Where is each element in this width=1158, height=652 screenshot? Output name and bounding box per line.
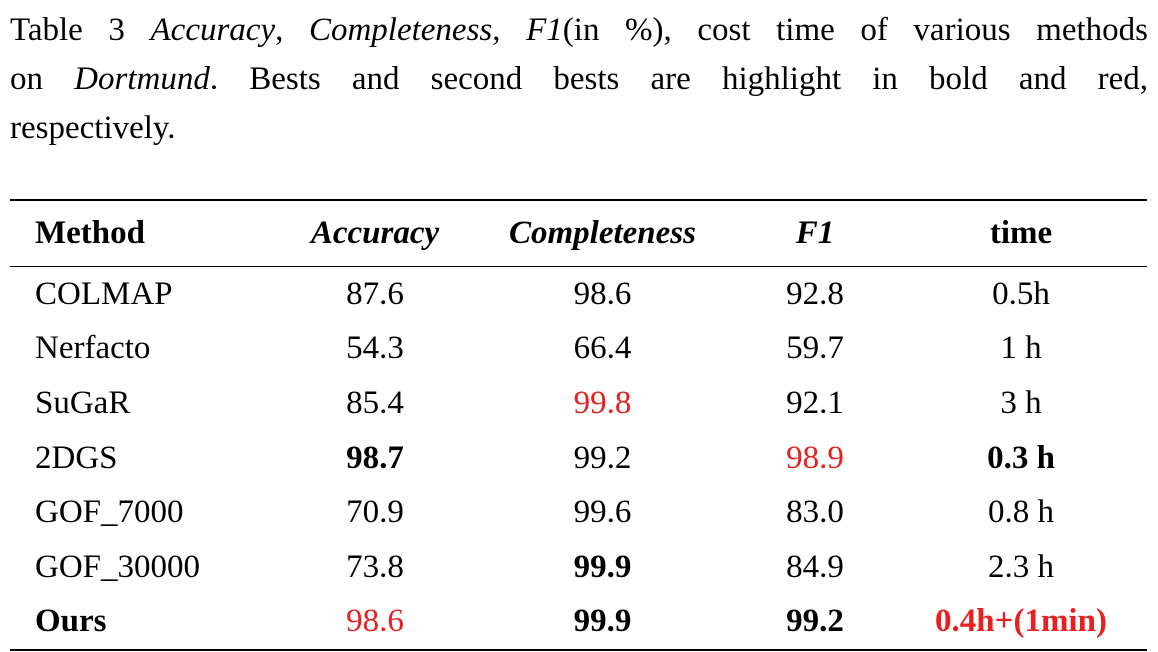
results-table: Method Accuracy Completeness F1 time COL… [10, 199, 1147, 651]
cell-time: 0.4h+(1min) [935, 603, 1107, 640]
cell-completeness: 66.4 [573, 330, 632, 367]
cell-completeness: 99.9 [573, 603, 632, 640]
header-accuracy: Accuracy [310, 215, 440, 251]
caption-metric-completeness: Completeness [308, 12, 493, 48]
header-row: Method Accuracy Completeness F1 time [10, 200, 1147, 267]
cell-time: 3 h [1000, 384, 1042, 421]
cell-method: 2DGS [35, 439, 118, 476]
caption-line-2: on Dortmund. Bests and second bests are … [10, 55, 1148, 104]
caption-dataset: Dortmund [74, 61, 210, 97]
cell-time: 2.3 h [988, 548, 1054, 585]
table-row: GOF_30000 73.8 99.9 84.9 2.3 h [10, 540, 1147, 595]
cell-accuracy: 85.4 [346, 384, 404, 421]
table-header: Method Accuracy Completeness F1 time [10, 200, 1147, 267]
cell-f1: 92.1 [786, 384, 844, 421]
caption-metric-f1: F1 [526, 12, 563, 48]
cell-time: 0.5h [992, 275, 1050, 312]
header-completeness: Completeness [509, 215, 696, 251]
header-f1: F1 [795, 215, 835, 251]
caption-text: . Bests and second bests are highlight i… [209, 61, 1149, 97]
cell-f1: 98.9 [786, 439, 844, 476]
table-row: GOF_7000 70.9 99.6 83.0 0.8 h [10, 485, 1147, 540]
cell-completeness: 98.6 [573, 275, 632, 312]
cell-completeness: 99.9 [573, 548, 632, 585]
cell-method: GOF_30000 [35, 548, 201, 585]
cell-time: 0.8 h [988, 494, 1054, 531]
cell-f1: 99.2 [786, 603, 844, 640]
caption-separator: , [492, 12, 527, 48]
table-row: Nerfacto 54.3 66.4 59.7 1 h [10, 322, 1147, 377]
cell-accuracy: 54.3 [346, 330, 404, 367]
caption-line-3: respectively. [10, 110, 176, 146]
cell-method: GOF_7000 [35, 494, 184, 531]
cell-completeness: 99.8 [573, 384, 632, 421]
table-row: 2DGS 98.7 99.2 98.9 0.3 h [10, 431, 1147, 486]
cell-f1: 83.0 [786, 494, 844, 531]
cell-time: 1 h [1000, 330, 1042, 367]
cell-method: Ours [35, 603, 107, 640]
caption-table-number: Table 3 [10, 12, 151, 48]
caption-metric-accuracy: Accuracy [150, 12, 276, 48]
cell-accuracy: 73.8 [346, 548, 404, 585]
results-table-container: Method Accuracy Completeness F1 time COL… [10, 199, 1147, 651]
cell-f1: 59.7 [786, 330, 844, 367]
caption-text: (in %), cost time of various methods [562, 12, 1148, 48]
cell-method: COLMAP [35, 275, 173, 312]
cell-method: Nerfacto [35, 330, 151, 367]
header-method: Method [35, 215, 145, 251]
cell-accuracy: 87.6 [346, 275, 404, 312]
cell-completeness: 99.2 [573, 439, 632, 476]
caption-separator: , [275, 12, 309, 48]
table-row: SuGaR 85.4 99.8 92.1 3 h [10, 376, 1147, 431]
cell-method: SuGaR [35, 384, 131, 421]
caption-line-1: Table 3 Accuracy, Completeness, F1(in %)… [10, 6, 1148, 55]
cell-time: 0.3 h [987, 439, 1055, 476]
cell-f1: 84.9 [786, 548, 844, 585]
table-row-ours: Ours 98.6 99.9 99.2 0.4h+(1min) [10, 595, 1147, 651]
cell-accuracy: 98.7 [346, 439, 404, 476]
table-row: COLMAP 87.6 98.6 92.8 0.5h [10, 267, 1147, 322]
table-body: COLMAP 87.6 98.6 92.8 0.5h Nerfacto 54.3… [10, 267, 1147, 651]
cell-accuracy: 70.9 [346, 494, 404, 531]
table-caption: Table 3 Accuracy, Completeness, F1(in %)… [10, 6, 1148, 153]
caption-text: on [10, 61, 75, 97]
cell-completeness: 99.6 [573, 494, 632, 531]
cell-f1: 92.8 [786, 275, 844, 312]
cell-accuracy: 98.6 [346, 603, 404, 640]
header-time: time [989, 215, 1053, 251]
